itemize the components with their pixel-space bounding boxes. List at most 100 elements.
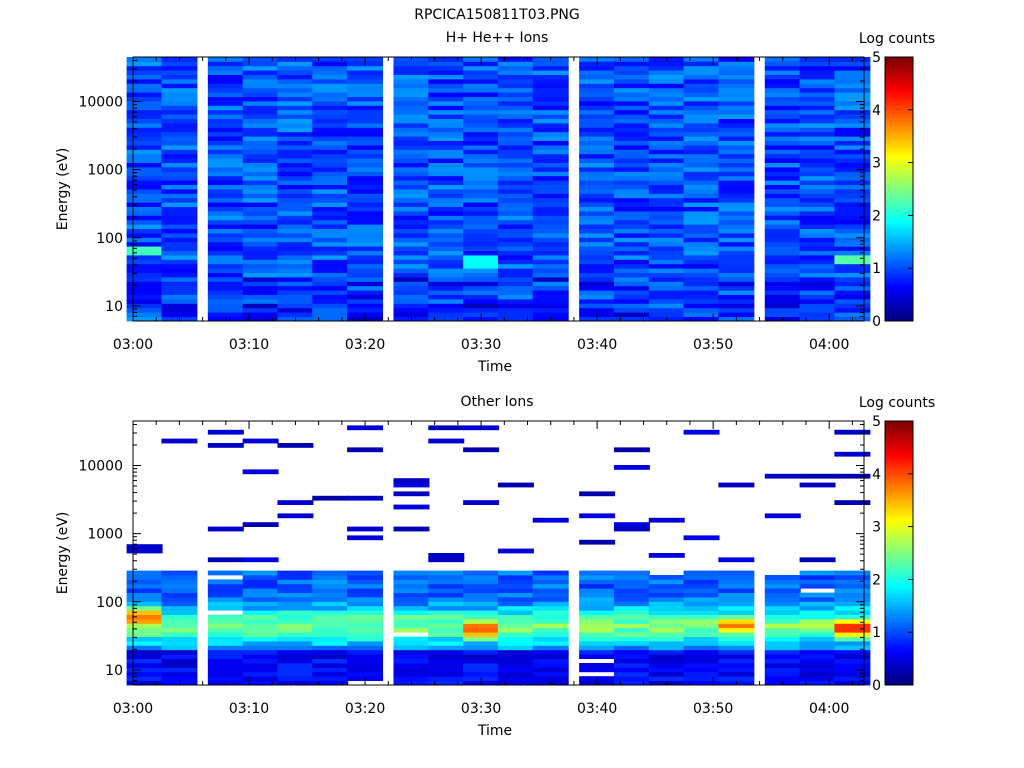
heatmap-cell: [799, 233, 836, 238]
heatmap-cell: [277, 570, 314, 576]
heatmap-cell: [764, 671, 801, 677]
heatmap-cell: [683, 136, 720, 141]
heatmap-cell: [242, 65, 279, 71]
colorbar-swatch: [885, 671, 913, 675]
heatmap-cell: [613, 180, 650, 185]
heatmap-cell: [126, 136, 163, 141]
heatmap-cell: [799, 74, 836, 80]
colorbar-swatch: [885, 674, 913, 678]
colorbar-swatch: [885, 255, 913, 259]
heatmap-cell: [312, 74, 349, 80]
heatmap-cell: [799, 149, 836, 155]
heatmap-cell: [799, 167, 836, 172]
colorbar-swatch: [885, 521, 913, 525]
heatmap-cell: [161, 623, 198, 629]
heatmap-cell: [161, 597, 198, 602]
heatmap-cell: [347, 605, 384, 611]
heatmap-cell: [648, 649, 685, 655]
heatmap-cell: [161, 127, 198, 133]
heatmap-cell: [579, 294, 616, 300]
heatmap-cell: [312, 241, 349, 247]
heatmap-cell: [764, 667, 801, 673]
heatmap-cell: [764, 65, 801, 71]
heatmap-cell: [312, 263, 349, 269]
heatmap-cell: [497, 268, 534, 273]
heatmap-cell: [718, 482, 755, 488]
heatmap-cell: [613, 645, 650, 651]
heatmap-cell: [126, 101, 163, 106]
heatmap-cell: [764, 281, 801, 287]
heatmap-cell: [613, 171, 650, 177]
heatmap-cell: [312, 588, 349, 593]
heatmap-cell: [683, 228, 720, 234]
colorbar-swatch: [885, 632, 913, 636]
heatmap-cell: [648, 277, 685, 282]
heatmap-cell: [242, 74, 279, 80]
heatmap-cell: [428, 553, 465, 558]
heatmap-cell: [347, 233, 384, 238]
heatmap-cell: [579, 228, 616, 234]
heatmap-cell: [579, 539, 616, 545]
heatmap-cell: [579, 171, 616, 177]
heatmap-cell: [277, 588, 314, 593]
heatmap-cell: [207, 663, 244, 668]
colorbar-swatch: [885, 434, 913, 438]
heatmap-cell: [347, 241, 384, 247]
colorbar-swatch: [885, 476, 913, 480]
heatmap-cell: [207, 592, 244, 598]
heatmap-cell: [312, 268, 349, 273]
heatmap-cell: [126, 680, 163, 686]
heatmap-cell: [648, 307, 685, 313]
heatmap-cell: [799, 197, 836, 203]
heatmap-cell: [683, 627, 720, 633]
heatmap-cell: [242, 469, 279, 475]
heatmap-cell: [497, 277, 534, 282]
heatmap-cell: [834, 601, 871, 607]
heatmap-cell: [207, 70, 244, 75]
heatmap-cell: [799, 614, 836, 620]
heatmap-cell: [718, 570, 755, 576]
heatmap-cell: [718, 189, 755, 194]
heatmap-cell: [463, 175, 500, 181]
heatmap-cell: [764, 224, 801, 229]
heatmap-cell: [428, 74, 465, 80]
heatmap-cell: [463, 263, 500, 269]
heatmap-cell: [393, 676, 430, 681]
heatmap-cell: [834, 233, 871, 238]
heatmap-cell: [242, 307, 279, 313]
heatmap-cell: [463, 663, 500, 668]
heatmap-cell: [347, 224, 384, 229]
heatmap-cell: [497, 645, 534, 651]
heatmap-cell: [497, 219, 534, 225]
heatmap-cell: [312, 575, 349, 580]
heatmap-cell: [347, 118, 384, 124]
heatmap-cell: [579, 215, 616, 221]
heatmap-cell: [532, 268, 569, 273]
heatmap-cell: [613, 592, 650, 598]
heatmap-cell: [718, 131, 755, 137]
heatmap-cell: [532, 641, 569, 646]
heatmap-cell: [393, 145, 430, 150]
heatmap-cell: [613, 601, 650, 607]
heatmap-cell: [718, 623, 755, 629]
colorbar-swatch: [885, 204, 913, 208]
heatmap-cell: [207, 140, 244, 146]
heatmap-cell: [834, 676, 871, 681]
heatmap-cell: [277, 123, 314, 128]
heatmap-cell: [428, 614, 465, 620]
heatmap-cell: [579, 92, 616, 97]
heatmap-cell: [497, 605, 534, 611]
colorbar-swatch: [885, 465, 913, 470]
colorbar-swatch: [885, 270, 913, 274]
heatmap-cell: [277, 619, 314, 624]
colorbar-swatch: [885, 318, 913, 322]
heatmap-cell: [161, 676, 198, 681]
colorbar-swatch: [885, 67, 913, 71]
heatmap-cell: [428, 114, 465, 119]
heatmap-cell: [648, 149, 685, 155]
colorbar-swatch: [885, 500, 913, 504]
heatmap-cell: [648, 79, 685, 84]
colorbar-swatch: [885, 101, 913, 106]
heatmap-cell: [683, 123, 720, 128]
heatmap-cell: [207, 180, 244, 185]
